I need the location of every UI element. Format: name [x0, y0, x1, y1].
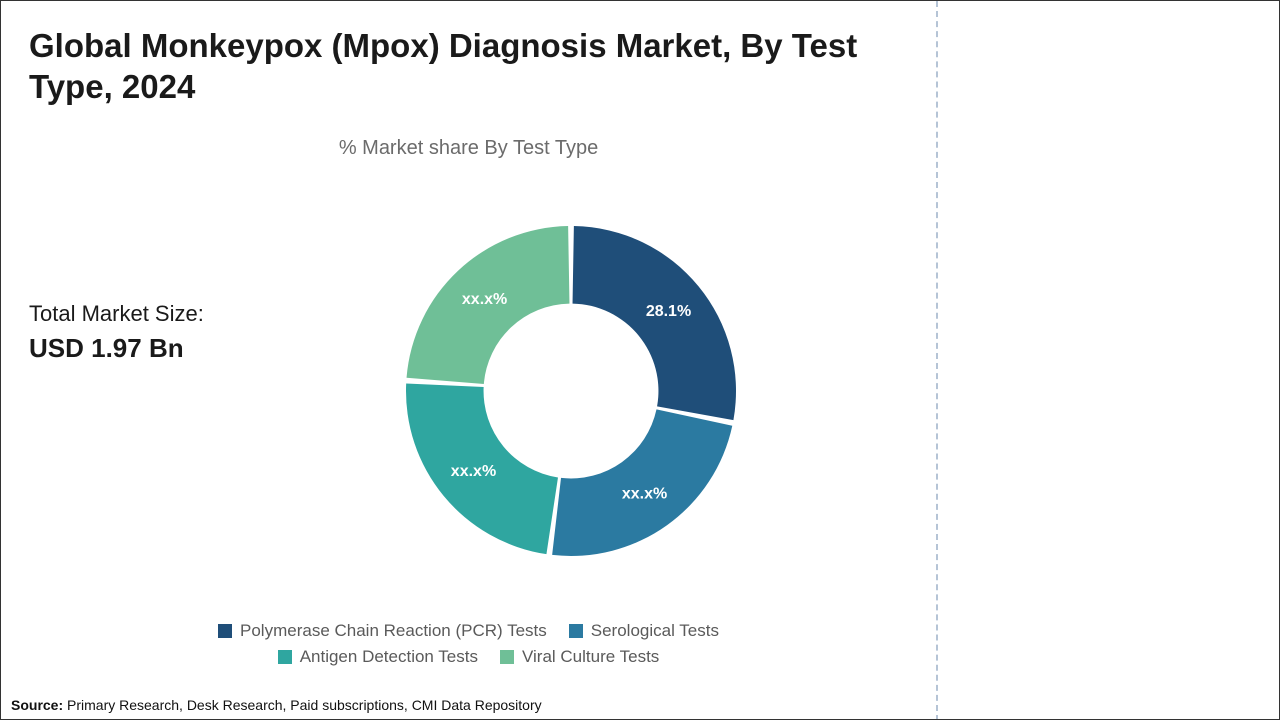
legend-label: Serological Tests [591, 621, 719, 641]
legend-item: Viral Culture Tests [500, 647, 659, 667]
total-market-size-label: Total Market Size: [29, 301, 204, 327]
legend-item: Antigen Detection Tests [278, 647, 478, 667]
slice-label: xx.x% [451, 463, 496, 480]
source-text: Primary Research, Desk Research, Paid su… [63, 697, 542, 713]
donut-slice [573, 226, 736, 420]
sidebar: C HERENT MARKET INSIGHTS 28.1% Polymeras… [941, 1, 1280, 720]
legend-swatch [569, 624, 583, 638]
legend-swatch [500, 650, 514, 664]
chart-subtitle: % Market share By Test Type [1, 137, 936, 160]
slice-label: 28.1% [646, 303, 691, 320]
legend-label: Antigen Detection Tests [300, 647, 478, 667]
donut-chart: 28.1% xx.x% xx.x% xx.x% [361, 181, 781, 601]
donut-slice [552, 409, 732, 556]
source-label: Source: [11, 697, 63, 713]
legend-label: Polymerase Chain Reaction (PCR) Tests [240, 621, 547, 641]
page-root: Global Monkeypox (Mpox) Diagnosis Market… [0, 0, 1280, 720]
total-market-size-value: USD 1.97 Bn [29, 333, 184, 364]
legend-label: Viral Culture Tests [522, 647, 659, 667]
legend-swatch [278, 650, 292, 664]
chart-legend: Polymerase Chain Reaction (PCR) Tests Ser… [1, 621, 936, 667]
slice-label: xx.x% [622, 486, 667, 503]
legend-item: Polymerase Chain Reaction (PCR) Tests [218, 621, 547, 641]
source-attribution: Source: Primary Research, Desk Research,… [11, 697, 542, 713]
page-title: Global Monkeypox (Mpox) Diagnosis Market… [29, 25, 889, 108]
main-area: Global Monkeypox (Mpox) Diagnosis Market… [1, 1, 936, 720]
divider [936, 1, 938, 720]
slice-label: xx.x% [462, 291, 507, 308]
legend-swatch [218, 624, 232, 638]
legend-item: Serological Tests [569, 621, 719, 641]
